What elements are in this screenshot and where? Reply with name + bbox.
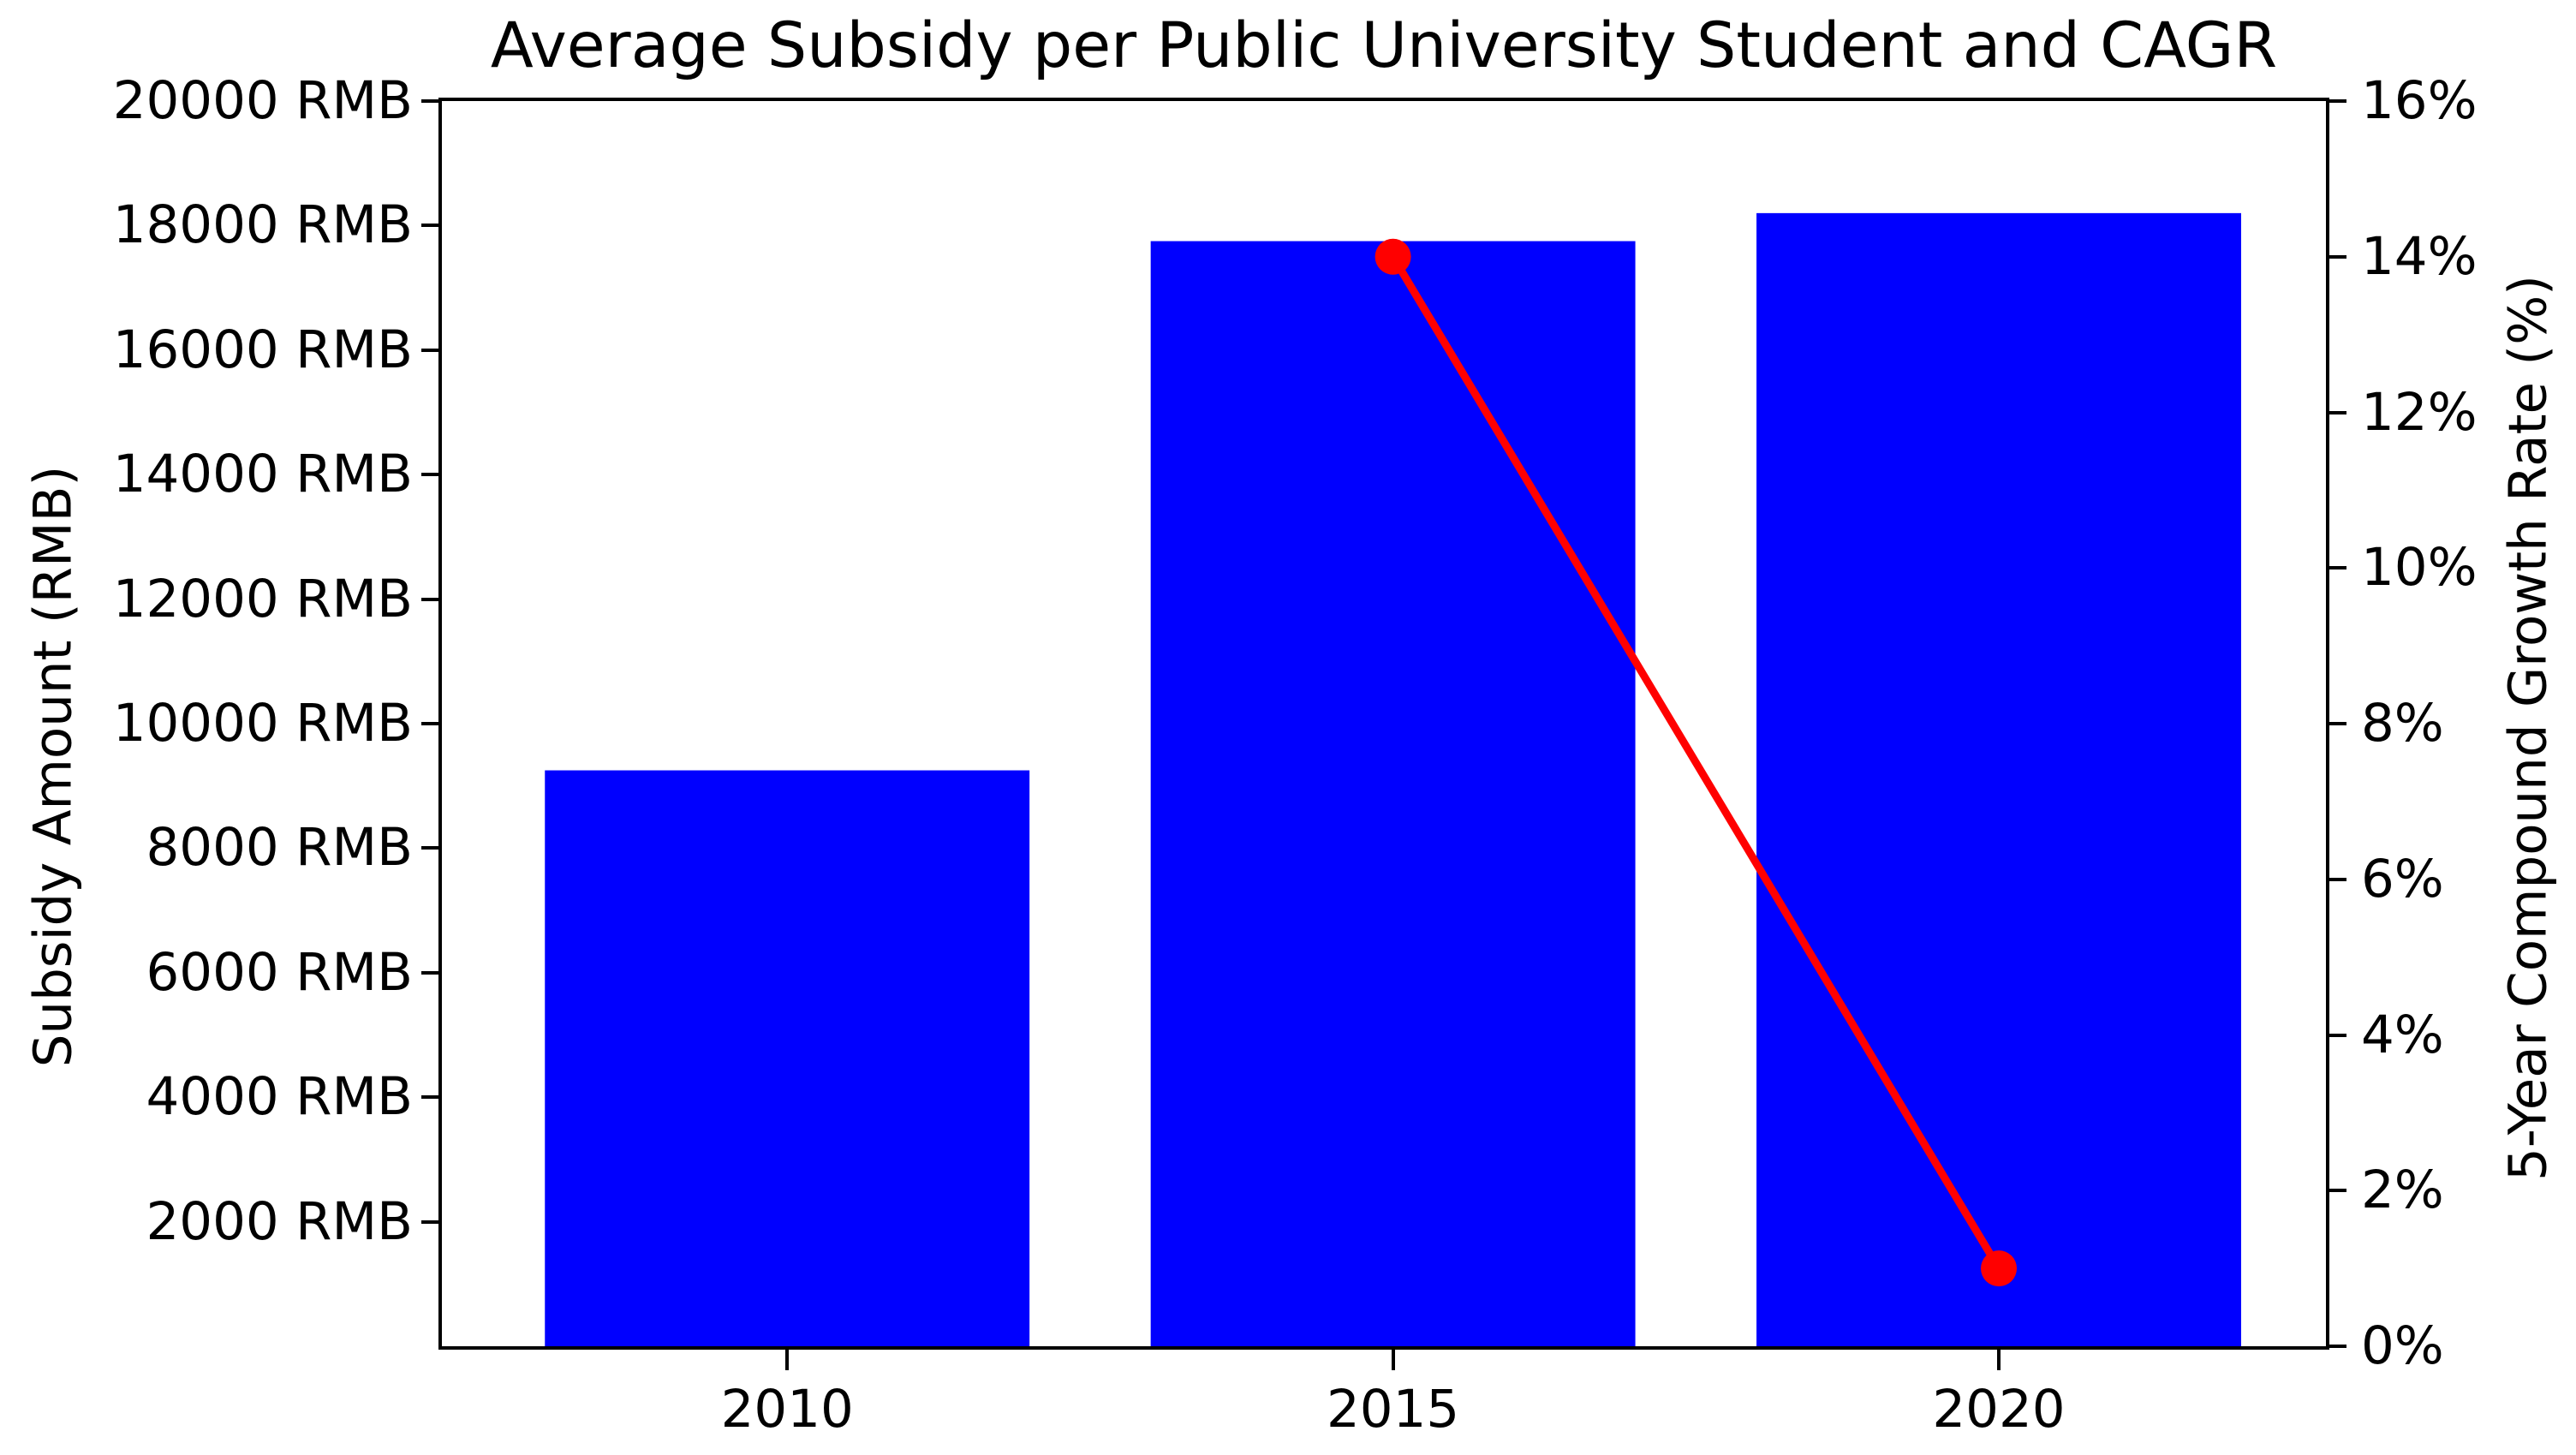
x-tick-mark [785,1350,790,1370]
right-tick-mark [2326,1033,2346,1037]
right-tick-label: 6% [2361,848,2444,909]
left-tick-mark [421,722,442,725]
right-tick-label: 12% [2361,381,2478,443]
left-tick-label: 4000 RMB [146,1066,414,1128]
x-tick-label: 2015 [1326,1379,1460,1440]
left-tick-mark [421,348,442,352]
right-tick-mark [2326,254,2346,259]
right-tick-mark [2326,566,2346,570]
right-tick-label: 0% [2361,1315,2444,1376]
left-tick-mark [421,846,442,850]
right-tick-label: 16% [2361,70,2478,131]
left-tick-label: 18000 RMB [112,194,413,256]
left-tick-mark [421,1219,442,1224]
left-tick-label: 6000 RMB [146,941,414,1003]
left-tick-mark [421,970,442,975]
left-tick-mark [421,597,442,601]
right-tick-mark [2326,722,2346,725]
left-tick-label: 10000 RMB [112,693,413,754]
left-tick-label: 14000 RMB [112,444,413,505]
left-tick-label: 16000 RMB [112,319,413,380]
right-tick-mark [2326,1345,2346,1348]
left-tick-mark [421,1095,442,1100]
x-tick-label: 2010 [720,1379,854,1440]
left-tick-label: 12000 RMB [112,568,413,629]
right-tick-mark [2326,410,2346,414]
plot-area [438,98,2329,1350]
cagr-marker-2015 [1374,238,1411,275]
left-tick-mark [421,224,442,228]
cagr-marker-2020 [1981,1250,2018,1287]
chart-canvas [545,212,2241,1346]
right-tick-label: 8% [2361,693,2444,754]
right-tick-label: 14% [2361,225,2478,287]
x-tick-mark [1997,1350,2001,1370]
right-tick-label: 10% [2361,537,2478,599]
bar-2010 [545,770,1030,1346]
x-tick-mark [1391,1350,1395,1370]
right-tick-mark [2326,877,2346,881]
x-tick-label: 2020 [1932,1379,2066,1440]
left-tick-label: 20000 RMB [112,70,413,131]
right-tick-label: 2% [2361,1160,2444,1221]
right-tick-mark [2326,99,2346,103]
chart-title: Average Subsidy per Public University St… [490,9,2278,82]
left-tick-mark [421,473,442,477]
right-tick-label: 4% [2361,1004,2444,1065]
bar-2015 [1150,241,1636,1346]
left-tick-label: 2000 RMB [146,1190,414,1252]
right-tick-mark [2326,1189,2346,1193]
left-tick-mark [421,99,442,103]
left-tick-label: 8000 RMB [146,817,414,879]
cagr-line [1389,253,2003,1273]
bar-2020 [1756,212,2241,1346]
